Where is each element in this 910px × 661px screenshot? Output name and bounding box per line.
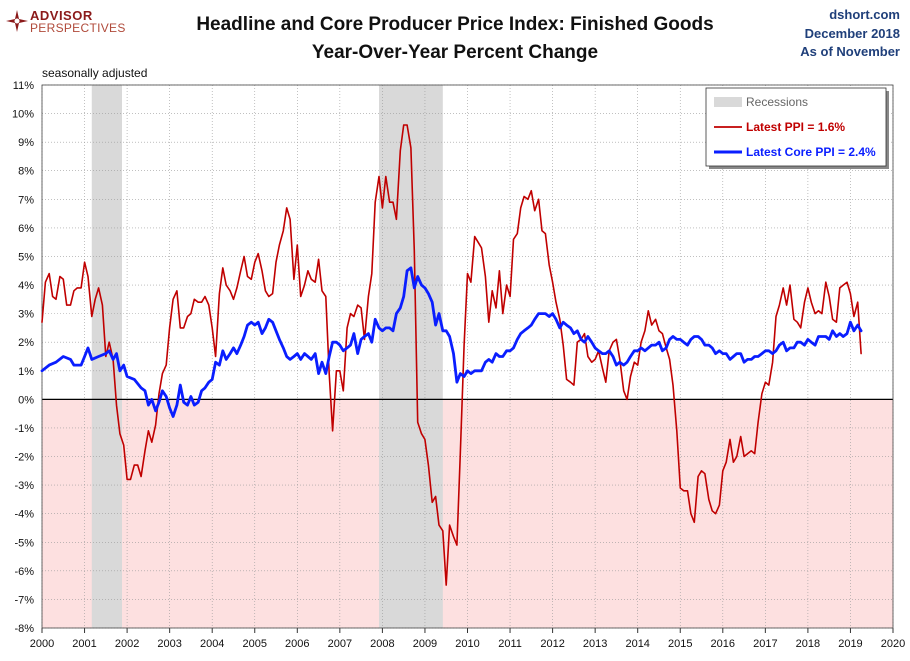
y-tick-label: 7%: [18, 194, 34, 206]
y-tick-label: 3%: [18, 309, 34, 321]
y-tick-label: 11%: [13, 80, 34, 92]
y-tick-label: 5%: [18, 251, 34, 263]
x-tick-label: 2011: [498, 638, 522, 650]
x-tick-label: 2020: [881, 638, 905, 650]
legend-recession-swatch: [714, 97, 742, 107]
y-tick-label: -4%: [14, 509, 34, 521]
x-tick-label: 2002: [115, 638, 139, 650]
x-tick-label: 2001: [72, 638, 96, 650]
y-tick-label: -5%: [14, 537, 34, 549]
y-tick-label: -1%: [14, 423, 34, 435]
x-tick-label: 2009: [413, 638, 437, 650]
core-ppi-line: [40, 266, 863, 418]
compass-rose-icon: [6, 10, 28, 32]
y-tick-label: -6%: [14, 566, 34, 578]
headline-ppi-line: [41, 124, 862, 586]
x-tick-label: 2018: [796, 638, 820, 650]
y-tick-label: 8%: [18, 166, 34, 178]
y-tick-label: 9%: [18, 137, 34, 149]
seasonal-adjustment-note: seasonally adjusted: [42, 66, 148, 80]
y-tick-label: -7%: [14, 594, 34, 606]
source-label: dshort.com: [829, 7, 900, 22]
x-tick-label: 2015: [668, 638, 692, 650]
logo-text-top: ADVISOR: [30, 8, 93, 23]
chart-title: Headline and Core Producer Price Index: …: [196, 14, 714, 35]
x-tick-label: 2019: [838, 638, 862, 650]
y-tick-label: -8%: [14, 623, 34, 635]
publication-date: December 2018: [804, 26, 900, 41]
y-tick-label: 0%: [18, 394, 34, 406]
legend-recessions-label: Recessions: [746, 95, 808, 109]
x-tick-label: 2016: [711, 638, 735, 650]
x-tick-label: 2014: [625, 638, 649, 650]
x-tick-label: 2007: [328, 638, 352, 650]
x-tick-label: 2008: [370, 638, 394, 650]
as-of-label: As of November: [800, 44, 900, 59]
legend-core-label: Latest Core PPI = 2.4%: [746, 145, 876, 159]
x-tick-label: 2010: [455, 638, 479, 650]
plot-frame: [41, 84, 894, 629]
x-tick-label: 2006: [285, 638, 309, 650]
y-tick-label: 1%: [18, 366, 34, 378]
advisor-perspectives-logo: ADVISOR PERSPECTIVES: [4, 6, 144, 36]
x-tick-label: 2004: [200, 638, 224, 650]
x-tick-label: 2012: [540, 638, 564, 650]
x-tick-label: 2013: [583, 638, 607, 650]
recession-band-2: [378, 85, 443, 628]
x-tick-label: 2000: [30, 638, 54, 650]
x-tick-label: 2003: [157, 638, 181, 650]
y-tick-label: -2%: [14, 452, 34, 464]
chart-subtitle: Year-Over-Year Percent Change: [311, 42, 599, 63]
y-tick-label: 2%: [18, 337, 34, 349]
x-tick-label: 2005: [243, 638, 267, 650]
logo-text-bottom: PERSPECTIVES: [30, 21, 126, 35]
y-tick-label: 4%: [18, 280, 34, 292]
y-tick-label: 6%: [18, 223, 34, 235]
x-tick-label: 2017: [753, 638, 777, 650]
y-tick-label: 10%: [12, 109, 34, 121]
legend-headline-label: Latest PPI = 1.6%: [746, 120, 845, 134]
y-tick-label: -3%: [14, 480, 34, 492]
